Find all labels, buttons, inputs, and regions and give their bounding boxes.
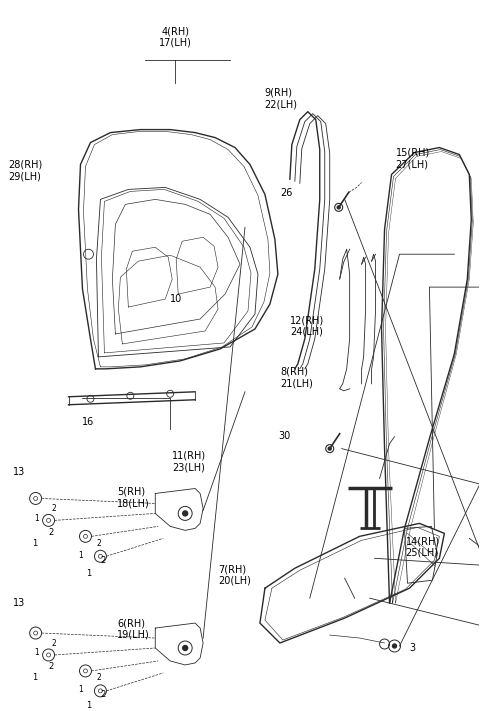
- Circle shape: [337, 206, 340, 209]
- Text: 15(RH)
27(LH): 15(RH) 27(LH): [396, 148, 430, 169]
- Text: 2: 2: [48, 663, 53, 671]
- Text: 1: 1: [78, 551, 83, 560]
- Text: 1: 1: [86, 701, 91, 710]
- Text: 10: 10: [170, 294, 182, 304]
- Text: 2: 2: [96, 539, 101, 547]
- Text: 1: 1: [34, 514, 39, 523]
- Text: 2: 2: [101, 556, 106, 565]
- Text: 1: 1: [34, 648, 39, 658]
- Text: 2: 2: [51, 638, 56, 648]
- Text: 11(RH)
23(LH): 11(RH) 23(LH): [172, 451, 206, 472]
- Circle shape: [328, 447, 331, 450]
- Text: 13: 13: [12, 466, 25, 476]
- Text: 2: 2: [96, 673, 101, 683]
- Text: 12(RH)
24(LH): 12(RH) 24(LH): [290, 315, 324, 336]
- Circle shape: [393, 644, 396, 648]
- Text: 6(RH)
19(LH): 6(RH) 19(LH): [118, 618, 150, 640]
- Text: 14(RH)
25(LH): 14(RH) 25(LH): [406, 536, 440, 558]
- Text: 1: 1: [32, 673, 37, 683]
- Text: 2: 2: [48, 528, 53, 537]
- Text: 1: 1: [86, 569, 91, 578]
- Text: 4(RH)
17(LH): 4(RH) 17(LH): [159, 26, 192, 48]
- Text: 2: 2: [101, 690, 106, 700]
- Text: 26: 26: [280, 188, 292, 198]
- Text: 3: 3: [409, 643, 416, 653]
- Text: 9(RH)
22(LH): 9(RH) 22(LH): [264, 87, 297, 109]
- Circle shape: [183, 646, 188, 651]
- Text: 8(RH)
21(LH): 8(RH) 21(LH): [280, 367, 313, 388]
- Text: 16: 16: [83, 417, 95, 427]
- Text: 28(RH)
29(LH): 28(RH) 29(LH): [9, 159, 43, 181]
- Text: 30: 30: [278, 431, 290, 441]
- Text: 5(RH)
18(LH): 5(RH) 18(LH): [118, 486, 150, 508]
- Text: 1: 1: [32, 539, 37, 547]
- Circle shape: [183, 511, 188, 516]
- Text: 7(RH)
20(LH): 7(RH) 20(LH): [218, 565, 251, 586]
- Text: 1: 1: [78, 685, 83, 695]
- Text: 13: 13: [12, 598, 25, 608]
- Text: 2: 2: [51, 504, 56, 513]
